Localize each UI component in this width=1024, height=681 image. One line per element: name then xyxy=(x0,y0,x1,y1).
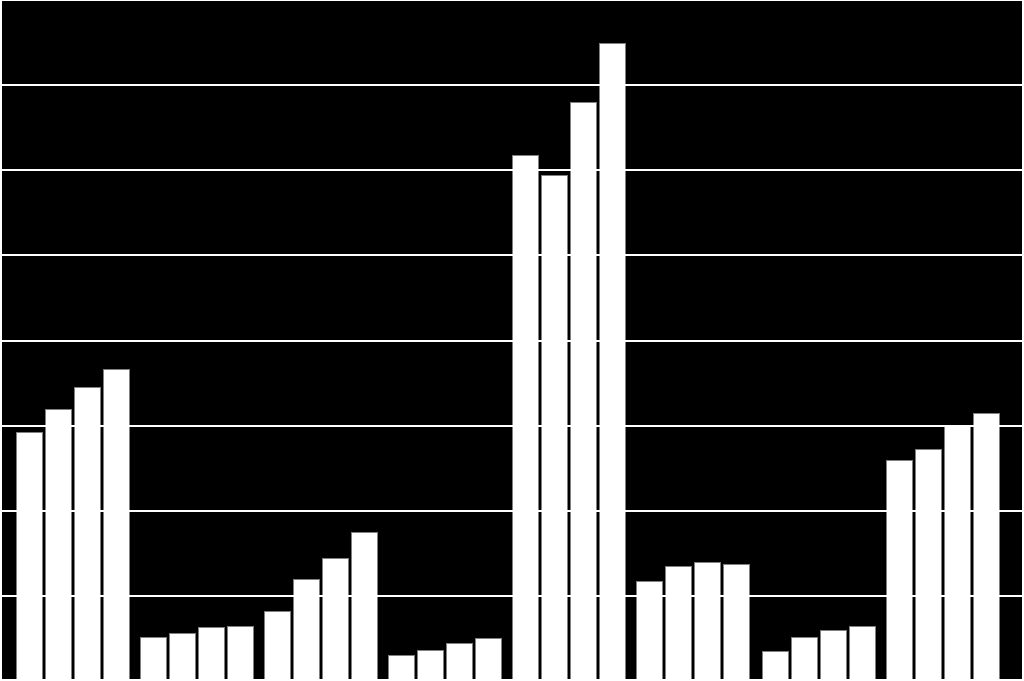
bar xyxy=(723,564,750,681)
bar xyxy=(599,43,626,681)
bar xyxy=(475,638,502,681)
bar xyxy=(322,558,349,681)
gridline xyxy=(0,0,1024,1)
bar xyxy=(169,633,196,681)
bar xyxy=(417,650,444,681)
bar xyxy=(351,532,378,681)
bar xyxy=(264,611,291,681)
gridline xyxy=(0,84,1024,86)
bar xyxy=(103,369,130,681)
bar xyxy=(388,655,415,681)
bar xyxy=(512,155,539,681)
gridline xyxy=(0,510,1024,512)
chart-left-border xyxy=(0,0,2,681)
bar xyxy=(140,637,167,681)
bar xyxy=(16,432,43,681)
bar xyxy=(198,627,225,681)
bar xyxy=(762,651,789,681)
bar xyxy=(973,413,1000,681)
bar xyxy=(541,175,568,681)
gridline xyxy=(0,254,1024,256)
bar-chart xyxy=(0,0,1024,681)
gridline xyxy=(0,425,1024,427)
bar xyxy=(886,460,913,681)
bar xyxy=(791,637,818,681)
bar xyxy=(446,643,473,681)
bar xyxy=(944,426,971,681)
gridline xyxy=(0,595,1024,597)
gridline xyxy=(0,340,1024,342)
bar xyxy=(820,630,847,681)
gridline xyxy=(0,169,1024,171)
bar xyxy=(849,626,876,681)
bar xyxy=(915,449,942,681)
bar xyxy=(227,626,254,681)
bar xyxy=(665,566,692,681)
bar xyxy=(45,409,72,681)
bar xyxy=(694,562,721,681)
bar xyxy=(74,387,101,681)
